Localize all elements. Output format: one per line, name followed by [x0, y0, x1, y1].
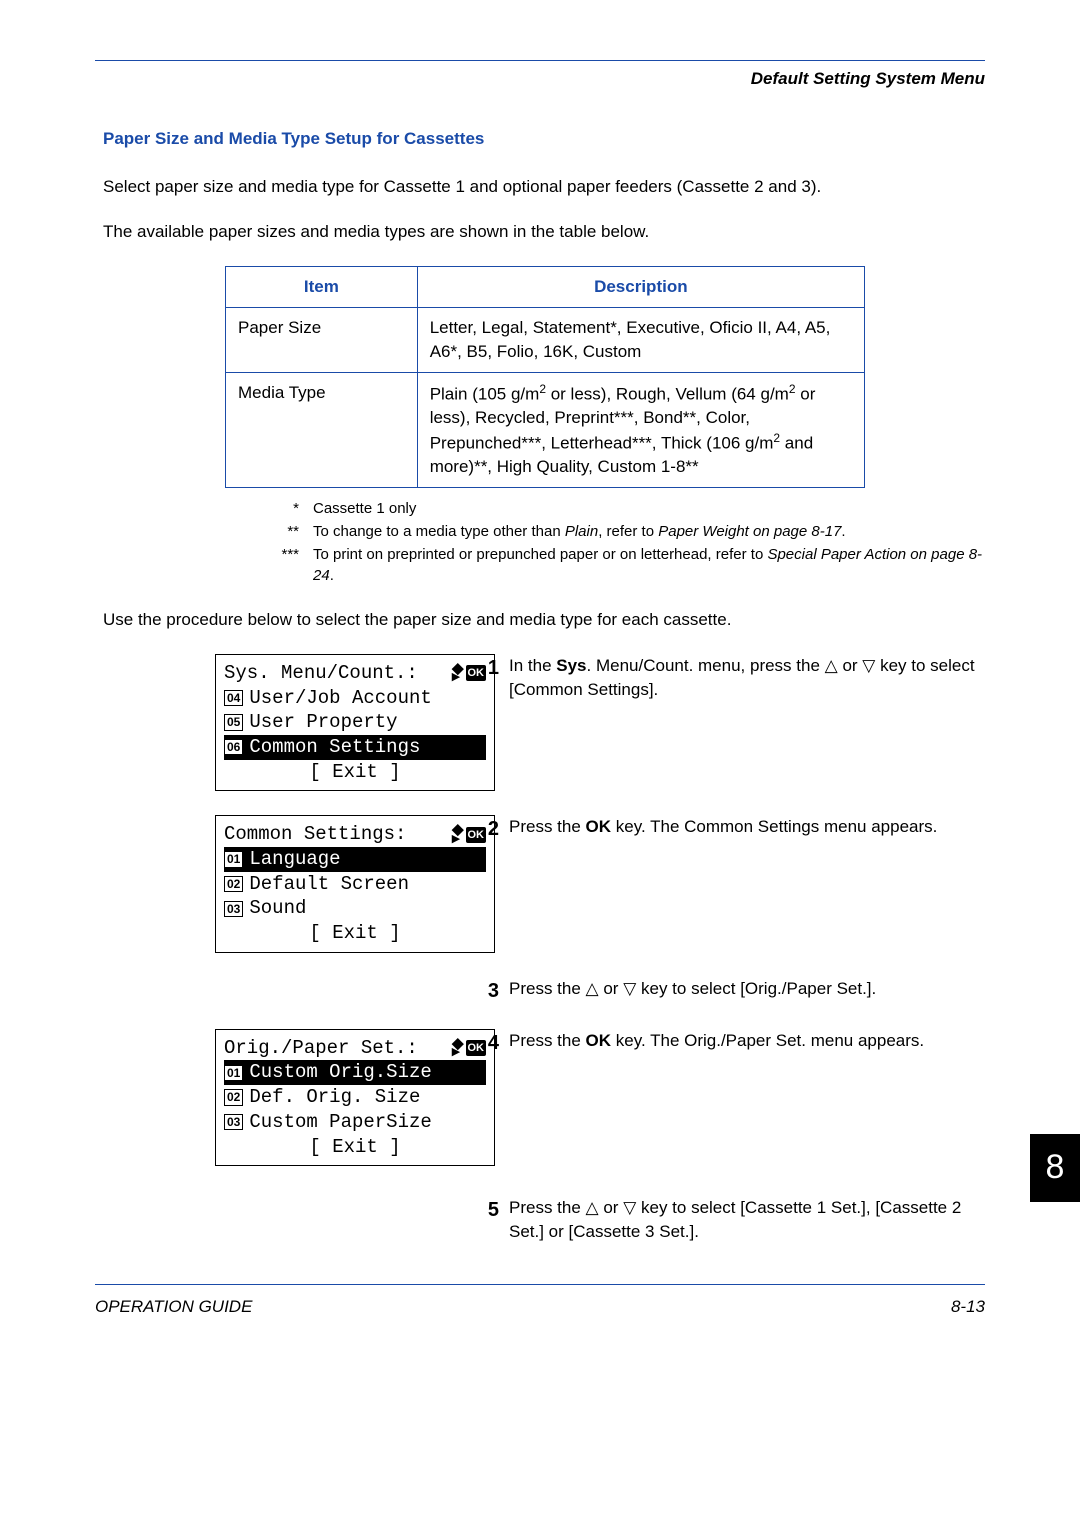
footnote: *** To print on preprinted or prepunched…	[265, 544, 985, 586]
lcd-title: Common Settings:	[224, 822, 406, 847]
step-number: 1	[475, 654, 509, 702]
lcd-exit: [ Exit ]	[224, 921, 486, 946]
media-table-wrap: Item Description Paper Size Letter, Lega…	[225, 266, 985, 488]
step-2-row: Common Settings: ◆▸OK 01Language 02Defau…	[95, 815, 985, 952]
lcd-exit: [ Exit ]	[224, 1135, 486, 1160]
lcd-title: Sys. Menu/Count.:	[224, 661, 418, 686]
media-table: Item Description Paper Size Letter, Lega…	[225, 266, 865, 488]
footnote: * Cassette 1 only	[265, 498, 985, 519]
step-3-row: 3 Press the △ or ▽ key to select [Orig./…	[95, 977, 985, 1005]
step-number: 3	[475, 977, 509, 1005]
footer-left: OPERATION GUIDE	[95, 1295, 252, 1319]
step-text: Press the OK key. The Common Settings me…	[509, 815, 985, 843]
lcd-item: 03Sound	[224, 896, 486, 921]
lcd-menu-3: Orig./Paper Set.: ◆▸OK 01Custom Orig.Siz…	[215, 1029, 495, 1166]
lcd-item: 03Custom PaperSize	[224, 1110, 486, 1135]
th-item: Item	[226, 267, 418, 308]
procedure-intro: Use the procedure below to select the pa…	[103, 608, 985, 632]
lcd-item: 02Def. Orig. Size	[224, 1085, 486, 1110]
step-5-row: 5 Press the △ or ▽ key to select [Casset…	[95, 1196, 985, 1244]
cell-item: Paper Size	[226, 307, 418, 372]
chapter-number: 8	[1046, 1144, 1065, 1192]
intro-paragraph-2: The available paper sizes and media type…	[103, 220, 985, 244]
lcd-menu-2: Common Settings: ◆▸OK 01Language 02Defau…	[215, 815, 495, 952]
step-4-row: Orig./Paper Set.: ◆▸OK 01Custom Orig.Siz…	[95, 1029, 985, 1166]
lcd-item: 02Default Screen	[224, 872, 486, 897]
lcd-item-highlighted: 01Language	[224, 847, 486, 872]
table-footnotes: * Cassette 1 only ** To change to a medi…	[265, 498, 985, 586]
intro-paragraph-1: Select paper size and media type for Cas…	[103, 175, 985, 199]
lcd-item: 05User Property	[224, 710, 486, 735]
header-breadcrumb: Default Setting System Menu	[95, 67, 985, 91]
step-number: 2	[475, 815, 509, 843]
step-number: 4	[475, 1029, 509, 1057]
step-text: Press the △ or ▽ key to select [Orig./Pa…	[509, 977, 985, 1005]
step-text: In the Sys. Menu/Count. menu, press the …	[509, 654, 985, 702]
lcd-menu-1: Sys. Menu/Count.: ◆▸OK 04User/Job Accoun…	[215, 654, 495, 791]
footnote: ** To change to a media type other than …	[265, 521, 985, 542]
step-text: Press the △ or ▽ key to select [Cassette…	[509, 1196, 985, 1244]
step-text: Press the OK key. The Orig./Paper Set. m…	[509, 1029, 985, 1057]
lcd-item-highlighted: 01Custom Orig.Size	[224, 1060, 486, 1085]
cell-desc: Letter, Legal, Statement*, Executive, Of…	[417, 307, 864, 372]
lcd-title: Orig./Paper Set.:	[224, 1036, 418, 1061]
page-footer: OPERATION GUIDE 8-13	[95, 1295, 985, 1319]
cell-desc: Plain (105 g/m2 or less), Rough, Vellum …	[417, 372, 864, 488]
cell-item: Media Type	[226, 372, 418, 488]
lcd-item-highlighted: 06Common Settings	[224, 735, 486, 760]
step-1-row: Sys. Menu/Count.: ◆▸OK 04User/Job Accoun…	[95, 654, 985, 791]
lcd-item: 04User/Job Account	[224, 686, 486, 711]
lcd-exit: [ Exit ]	[224, 760, 486, 785]
section-heading: Paper Size and Media Type Setup for Cass…	[103, 127, 985, 151]
chapter-tab: 8	[1030, 1134, 1080, 1202]
footer-right: 8-13	[951, 1295, 985, 1319]
table-row: Paper Size Letter, Legal, Statement*, Ex…	[226, 307, 865, 372]
step-number: 5	[475, 1196, 509, 1244]
table-row: Media Type Plain (105 g/m2 or less), Rou…	[226, 372, 865, 488]
th-desc: Description	[417, 267, 864, 308]
header-rule	[95, 60, 985, 61]
footer-rule	[95, 1284, 985, 1285]
steps-area: 8 Sys. Menu/Count.: ◆▸OK 04User/Job Acco…	[95, 654, 985, 1244]
